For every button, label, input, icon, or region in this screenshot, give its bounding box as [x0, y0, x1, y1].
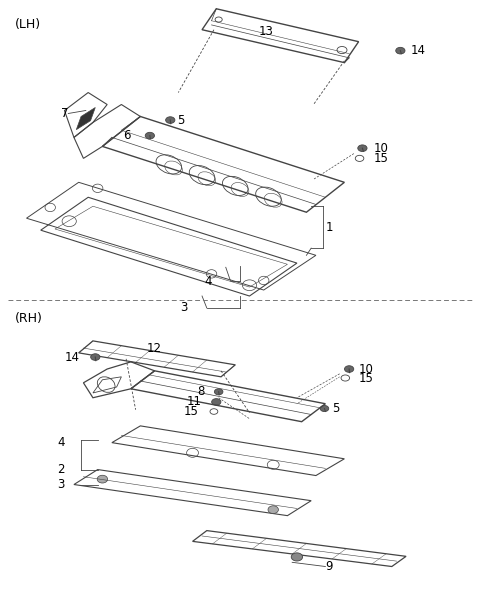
- Text: 11: 11: [187, 396, 202, 408]
- Text: 14: 14: [411, 43, 426, 57]
- Text: 5: 5: [333, 402, 340, 415]
- Text: 10: 10: [359, 362, 373, 376]
- Text: (LH): (LH): [14, 18, 41, 31]
- Ellipse shape: [396, 47, 405, 54]
- Text: 6: 6: [123, 129, 131, 142]
- Ellipse shape: [215, 389, 223, 395]
- Text: 2: 2: [57, 463, 64, 476]
- Ellipse shape: [166, 117, 175, 123]
- Text: 10: 10: [374, 142, 389, 155]
- Ellipse shape: [91, 354, 100, 361]
- Text: 9: 9: [325, 560, 333, 573]
- Polygon shape: [76, 108, 96, 130]
- Text: 15: 15: [374, 152, 389, 165]
- Ellipse shape: [97, 475, 108, 483]
- Text: (RH): (RH): [14, 312, 43, 325]
- Text: 4: 4: [204, 275, 212, 288]
- Text: 1: 1: [325, 220, 333, 234]
- Text: 4: 4: [57, 436, 64, 449]
- Text: 8: 8: [197, 385, 204, 398]
- Text: 3: 3: [180, 301, 188, 315]
- Text: 15: 15: [184, 405, 199, 418]
- Ellipse shape: [345, 365, 354, 372]
- Ellipse shape: [320, 405, 329, 411]
- Text: 7: 7: [61, 107, 68, 120]
- Ellipse shape: [358, 145, 367, 152]
- Text: 14: 14: [65, 350, 80, 364]
- Ellipse shape: [268, 506, 278, 513]
- Ellipse shape: [212, 399, 221, 405]
- Text: 3: 3: [57, 478, 64, 491]
- Ellipse shape: [145, 132, 155, 139]
- Ellipse shape: [291, 553, 302, 561]
- Text: 5: 5: [178, 114, 185, 127]
- Text: 15: 15: [359, 371, 373, 385]
- Text: 13: 13: [259, 25, 274, 38]
- Text: 12: 12: [147, 342, 162, 355]
